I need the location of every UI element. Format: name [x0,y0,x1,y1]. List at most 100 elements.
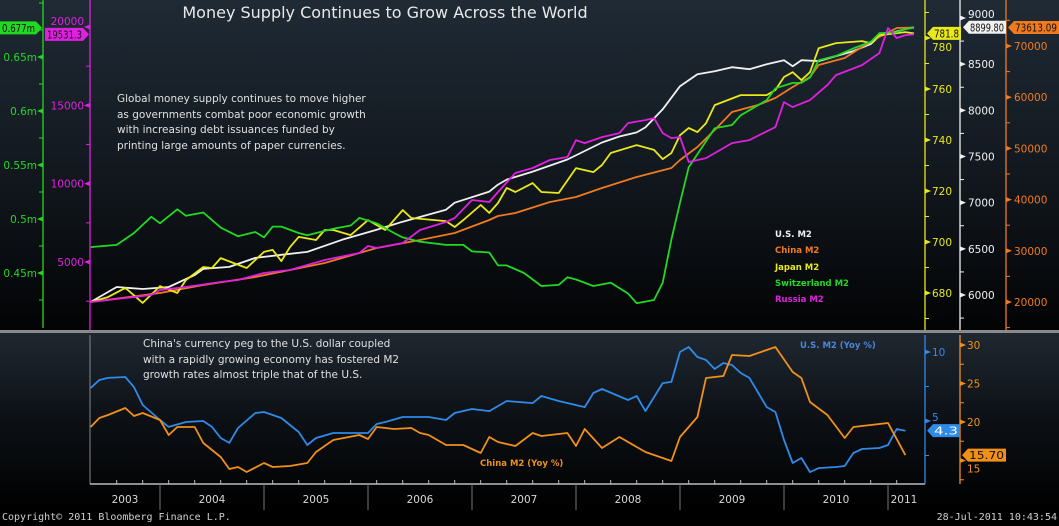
us-last-value-label: 8899.80 [970,22,1004,34]
japan-tick-mark [925,137,931,143]
switzerland-tick-label: 0.45m [3,268,37,280]
japan-tick-mark [925,290,931,296]
x-tick-label-2010: 2010 [823,494,850,506]
chart-title: Money Supply Continues to Grow Across th… [182,3,588,22]
us-tick-label: 6000 [968,290,995,302]
panel-divider [0,330,1059,333]
japan-tick-label: 780 [932,42,952,54]
china_yoy-tick-mark [960,419,966,425]
japan-tick-label: 760 [932,84,952,96]
us_yoy-last-value-flag [927,424,960,438]
series-u-s-m2 [90,26,915,303]
russia-tick-mark [84,181,90,187]
legend: U.S. M2 China M2 Japan M2 Switzerland M2… [775,227,849,308]
china-tick-label: 40000 [1014,195,1047,207]
china-tick-label: 20000 [1014,297,1047,309]
japan-last-value-flag [927,26,961,40]
x-tick-label-2008: 2008 [615,494,642,506]
japan-tick-mark [925,35,931,41]
copyright: Copyright© 2011 Bloomberg Finance L.P. [2,512,231,523]
legend-us-yoy: U.S. M2 (Yoy %) [800,341,876,351]
switzerland-tick-mark [37,270,43,276]
us-tick-label: 6500 [968,244,995,256]
series-japan-m2 [90,31,915,304]
china-tick-label: 60000 [1014,92,1047,104]
us-last-value-flag [963,20,1006,34]
series-u-s-m2-yoy- [90,346,906,474]
japan-tick-mark [925,86,931,92]
legend-switzerland-m2: Switzerland M2 [775,278,849,289]
japan-tick-mark [925,239,931,245]
china_yoy-tick-mark [960,381,966,386]
legend-us-m2: U.S. M2 [775,230,812,240]
us-tick-mark [960,292,966,298]
china-last-value-flag [1008,21,1059,35]
us-tick-mark [960,154,966,159]
us-tick-mark [960,246,966,252]
switzerland-last-value-label: 0.677m [2,23,35,35]
legend-japan-m2: Japan M2 [775,262,820,273]
china-tick-mark [1006,94,1012,100]
china-tick-label: 70000 [1014,41,1047,53]
japan-tick-label: 680 [932,288,952,300]
switzerland-tick-mark [37,108,43,114]
china-tick-mark [1006,248,1012,254]
x-tick-label-2003: 2003 [112,494,139,506]
x-tick-label-2007: 2007 [511,494,538,506]
china-tick-label: 50000 [1014,143,1047,155]
japan-tick-label: 700 [932,237,952,249]
bottom-annotation: China's currency peg to the U.S. dollar … [143,338,400,381]
top-panel-bg [0,0,1059,330]
switzerland-tick-label: 0.55m [3,160,37,172]
x-tick-label-2006: 2006 [407,494,434,506]
switzerland-last-value-flag [0,21,42,35]
us-tick-mark [960,61,966,67]
x-tick-label-2005: 2005 [303,494,330,506]
china_yoy-tick-label: 25 [967,379,980,391]
us-tick-mark [960,200,966,206]
china_yoy-tick-label: 20 [967,417,980,429]
us_yoy-tick-label: 10 [932,347,945,359]
china-last-value-label: 73613.09 [1015,23,1057,35]
russia-last-value-flag [45,27,89,41]
japan-last-value-label: 781.8 [934,28,959,40]
x-tick-label-2011: 2011 [891,494,918,506]
timestamp: 28-Jul-2011 10:43:54 [936,512,1057,523]
x-tick-label-2009: 2009 [719,494,746,506]
japan-tick-mark [925,188,931,194]
x-tick-label-2004: 2004 [199,494,226,506]
switzerland-tick-label: 0.6m [10,106,37,118]
russia-last-value-label: 19531.3 [47,29,82,41]
japan-tick-label: 720 [932,186,952,198]
russia-tick-label: 10000 [51,179,84,191]
china_yoy-tick-mark [960,342,966,348]
russia-tick-label: 20000 [51,16,84,28]
us-tick-label: 7500 [968,152,995,164]
legend-china-yoy: China M2 (Yoy %) [480,459,564,469]
china-tick-mark [1006,43,1012,49]
russia-tick-label: 15000 [51,100,84,112]
switzerland-tick-label: 0.65m [3,52,37,64]
us_yoy-tick-label: 5 [932,412,939,424]
china_yoy-last-value-label: 15.70 [969,450,1004,462]
china_yoy-tick-label: 15 [967,464,980,476]
us-tick-label: 9000 [968,9,995,21]
bottom-panel-bg [0,333,1059,510]
china-tick-mark [1006,145,1012,151]
series-china-m2 [90,26,915,303]
russia-tick-mark [84,102,90,108]
china_yoy-last-value-flag [962,448,1006,462]
us-tick-mark [960,15,966,21]
china-tick-mark [1006,299,1012,305]
russia-tick-mark [84,24,90,30]
switzerland-tick-mark [37,216,43,222]
switzerland-tick-label: 0.5m [10,214,37,226]
series-switzerland-m2 [90,26,915,305]
us_yoy-tick-mark [925,349,931,355]
series-china-m2-yoy- [90,346,907,473]
us-tick-label: 8500 [968,59,995,71]
us-tick-label: 7000 [968,198,995,210]
japan-tick-label: 740 [932,135,952,147]
